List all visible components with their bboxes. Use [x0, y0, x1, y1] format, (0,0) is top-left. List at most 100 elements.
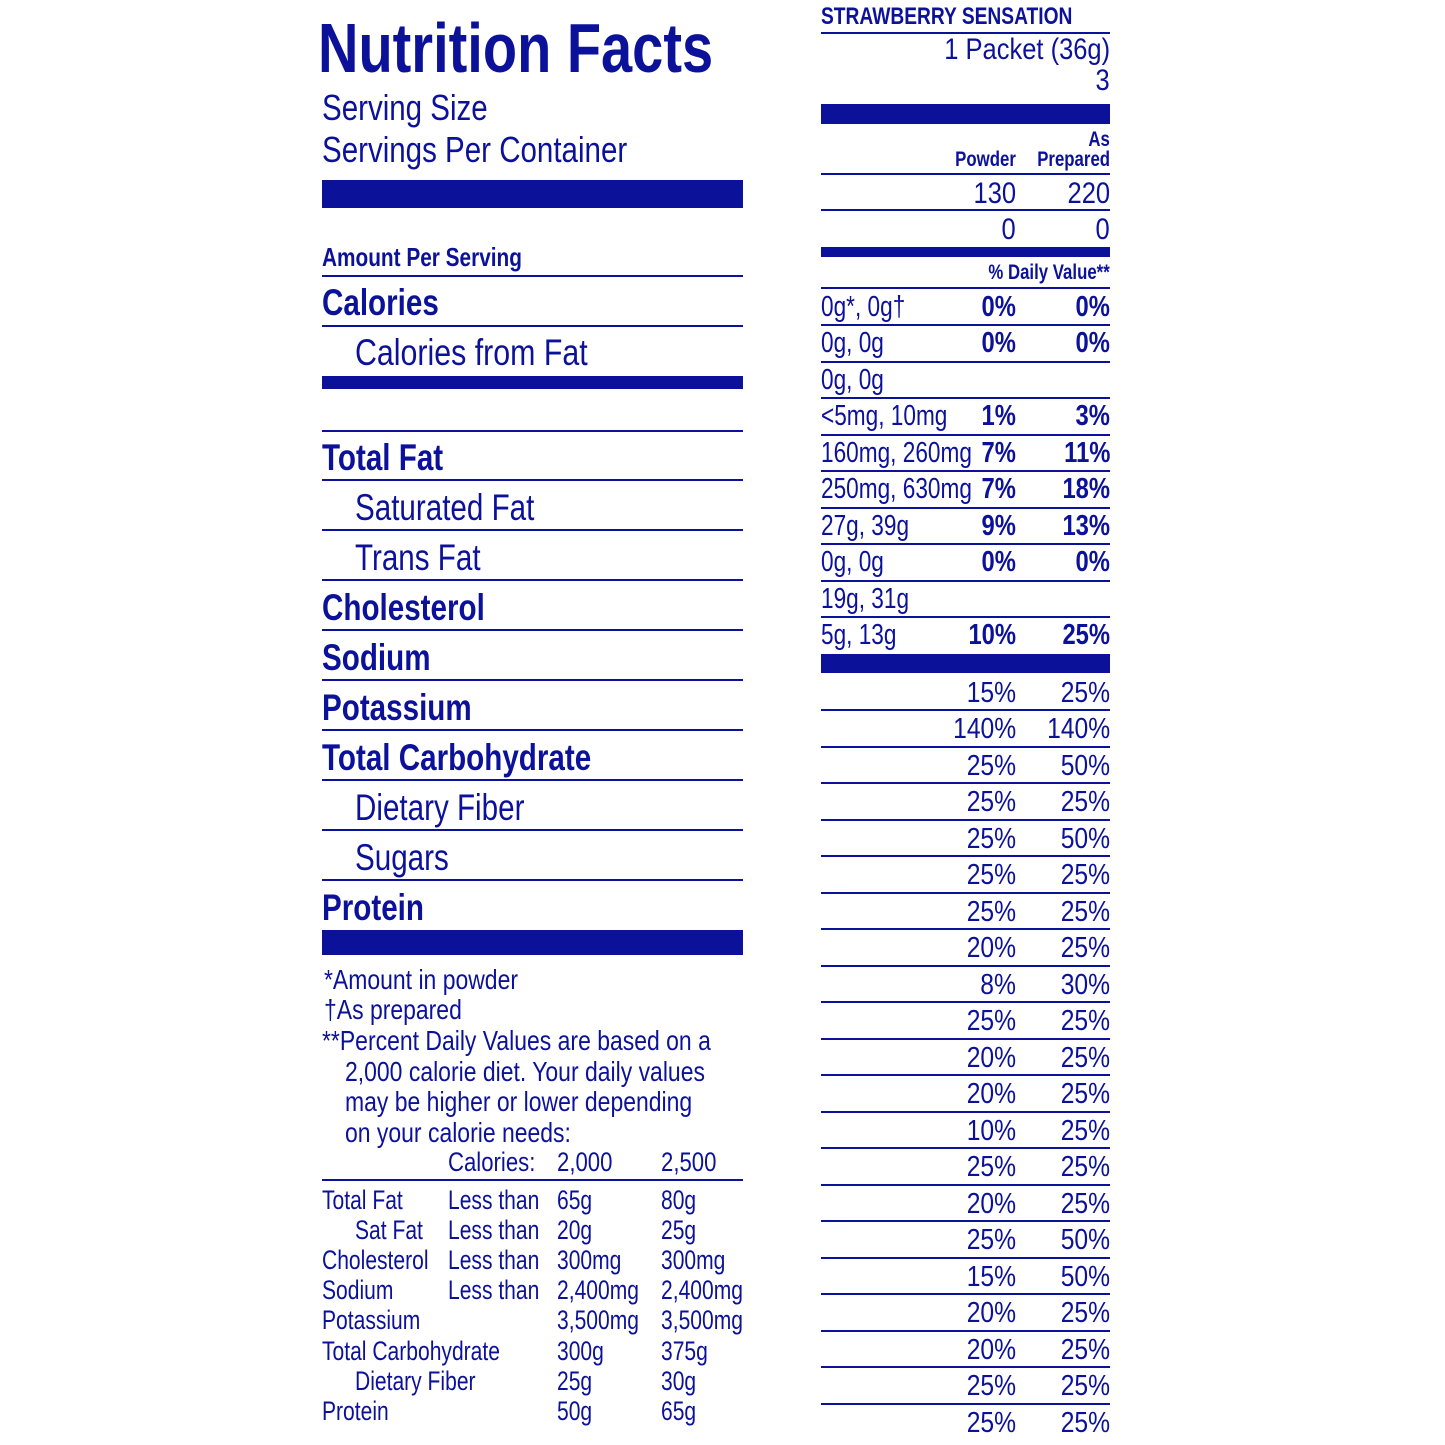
nutrient-label: Saturated Fat [355, 486, 535, 528]
divider [821, 782, 1110, 784]
divider [821, 287, 1110, 289]
divider [821, 964, 1110, 967]
vitamin-dv-prepared: 25% [1060, 1406, 1110, 1439]
divider [821, 1147, 1110, 1149]
divider [322, 325, 743, 327]
dv-row-2500: 80g [661, 1184, 697, 1215]
divider [821, 470, 1110, 472]
amount-per-serving: Amount Per Serving [322, 242, 522, 272]
dv-row-2500: 300mg [661, 1244, 726, 1275]
divider [821, 745, 1110, 748]
dv-row-2500: 2,400mg [661, 1275, 743, 1306]
vitamin-dv-prepared: 25% [1060, 859, 1110, 891]
vitamin-dv-prepared: 25% [1060, 1370, 1110, 1402]
divider [322, 729, 743, 731]
nutrient-label: Sugars [355, 836, 449, 878]
dv-row-qualifier: Less than [448, 1275, 540, 1306]
dv-row-label: Protein [322, 1395, 389, 1426]
divider [821, 1293, 1110, 1295]
divider [821, 506, 1110, 509]
vitamin-dv-prepared: 25% [1060, 676, 1110, 709]
nutrient-label: Potassium [322, 686, 472, 728]
product-name: STRAWBERRY SENSATION [821, 3, 1073, 30]
nutrient-dv-prepared: 0% [1075, 327, 1110, 359]
divider [322, 430, 743, 432]
divider [821, 616, 1110, 618]
divider [821, 709, 1110, 711]
dv-row-qualifier: Less than [448, 1244, 540, 1275]
column-prepared: Prepared [1037, 147, 1110, 171]
divider [821, 543, 1110, 545]
vitamin-dv-powder: 20% [966, 932, 1016, 964]
vitamin-dv-prepared: 25% [1060, 932, 1110, 964]
vitamin-dv-powder: 15% [966, 676, 1016, 709]
nutrient-label: Total Fat [322, 436, 444, 478]
vitamin-dv-prepared: 25% [1060, 895, 1110, 928]
vitamin-dv-prepared: 25% [1060, 1333, 1110, 1366]
divider [322, 579, 743, 581]
divider [821, 928, 1110, 930]
divider [821, 1256, 1110, 1259]
serving-size-label: Serving Size [322, 87, 488, 128]
dv-row-label: Sodium [322, 1275, 394, 1306]
calories-from-fat-prepared: 0 [1095, 213, 1110, 246]
dv-row-label: Total Carbohydrate [322, 1335, 500, 1366]
nutrient-amount: 250mg, 630mg [821, 473, 972, 505]
dv-row-2000: 25g [557, 1365, 593, 1396]
divider [821, 1402, 1110, 1405]
calories-from-fat-powder: 0 [1001, 213, 1016, 246]
footnote-daily-value: on your calorie needs: [345, 1116, 571, 1148]
divider [322, 629, 743, 631]
dv-row-2500: 25g [661, 1214, 697, 1245]
thick-divider [821, 247, 1110, 257]
divider [821, 397, 1110, 399]
divider [322, 275, 743, 277]
divider [821, 209, 1110, 211]
nutrient-dv-prepared: 3% [1075, 400, 1110, 432]
vitamin-dv-powder: 25% [966, 1370, 1016, 1402]
divider [821, 891, 1110, 894]
calories-from-fat-label: Calories from Fat [355, 331, 588, 373]
vitamin-dv-prepared: 25% [1060, 1151, 1110, 1183]
divider [821, 1074, 1110, 1076]
divider [821, 1110, 1110, 1113]
calories-prepared: 220 [1067, 177, 1110, 210]
vitamin-dv-powder: 8% [980, 968, 1016, 1001]
dv-row-2500: 65g [661, 1395, 697, 1426]
dv-row-2500: 30g [661, 1365, 697, 1396]
nutrient-dv-powder: 9% [981, 509, 1016, 542]
footnote-daily-value: 2,000 calorie diet. Your daily values [345, 1055, 705, 1087]
dv-row-2000: 50g [557, 1395, 593, 1426]
vitamin-dv-powder: 20% [966, 1078, 1016, 1110]
nutrient-amount: 0g, 0g [821, 546, 884, 578]
vitamin-dv-powder: 10% [966, 1114, 1016, 1147]
divider [821, 855, 1110, 857]
servings-per-container-label: Servings Per Container [322, 129, 628, 170]
dv-row-qualifier: Less than [448, 1184, 540, 1215]
nutrient-label: Protein [322, 886, 424, 928]
divider [821, 818, 1110, 821]
nutrient-dv-powder: 0% [981, 546, 1016, 578]
divider [821, 433, 1110, 436]
nutrient-amount: 27g, 39g [821, 509, 910, 542]
dv-row-2000: 20g [557, 1214, 593, 1245]
dv-row-label: Total Fat [322, 1184, 403, 1215]
servings-value: 3 [1095, 64, 1110, 97]
nutrient-dv-powder: 7% [981, 473, 1016, 505]
divider [322, 879, 743, 881]
divider [821, 1329, 1110, 1332]
vitamin-dv-powder: 20% [966, 1333, 1016, 1366]
nutrient-amount: 0g*, 0g† [821, 290, 906, 323]
nutrient-dv-powder: 0% [981, 327, 1016, 359]
column-as: As [1088, 127, 1110, 151]
vitamin-dv-powder: 15% [966, 1260, 1016, 1293]
calories-powder: 130 [973, 177, 1016, 210]
nutrient-label: Total Carbohydrate [322, 736, 592, 778]
nutrient-dv-prepared: 0% [1075, 546, 1110, 578]
footnote-powder: *Amount in powder [324, 964, 518, 995]
nutrient-amount: 0g, 0g [821, 363, 884, 396]
divider [821, 579, 1110, 582]
vitamin-dv-powder: 20% [966, 1297, 1016, 1329]
dv-row-label: Potassium [322, 1305, 421, 1336]
vitamin-dv-prepared: 25% [1060, 786, 1110, 818]
